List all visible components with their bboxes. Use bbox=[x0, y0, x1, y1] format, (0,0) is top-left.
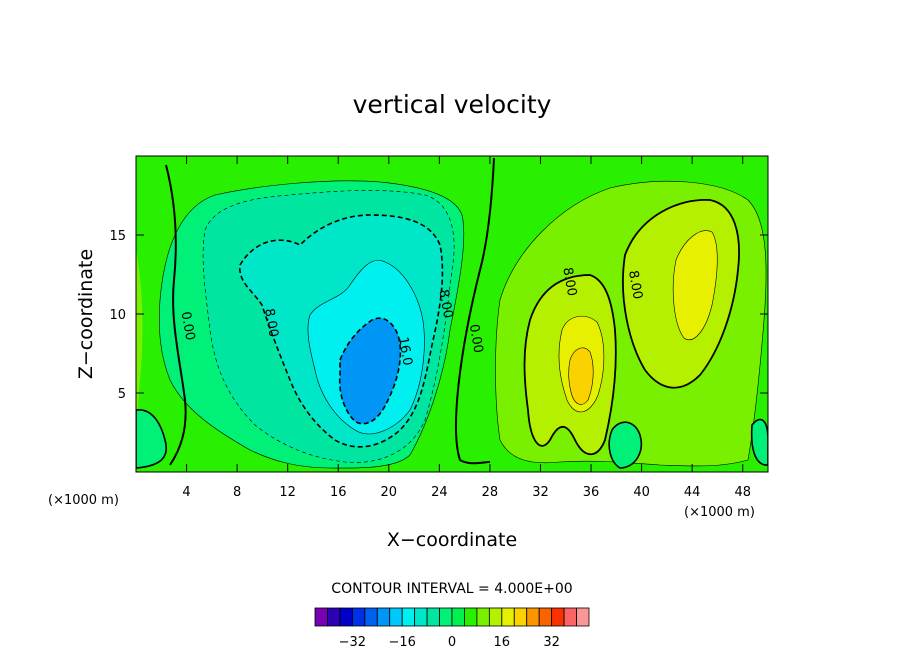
zero-contour-left bbox=[165, 164, 187, 466]
colorbar-tick-label: 0 bbox=[448, 635, 456, 650]
chart-title: vertical velocity bbox=[353, 90, 552, 119]
y-tick-label: 5 bbox=[118, 387, 126, 402]
x-tick-label: 4 bbox=[182, 485, 190, 500]
colorbar-swatch bbox=[351, 607, 366, 627]
colorbar-swatch bbox=[526, 607, 540, 627]
contour-label: 8.00 bbox=[435, 288, 455, 319]
colorbar-swatch bbox=[339, 607, 353, 627]
x-tick-label: 20 bbox=[381, 485, 398, 500]
contour-label: 16.0 bbox=[395, 336, 415, 367]
x-axis-label: X−coordinate bbox=[387, 529, 517, 551]
region-bottom-right-blob bbox=[608, 421, 642, 469]
colorbar bbox=[314, 607, 590, 627]
colorbar-swatch bbox=[563, 607, 577, 627]
y-axis-label: Z−coordinate bbox=[75, 249, 97, 379]
colorbar-swatch bbox=[551, 607, 565, 627]
colorbar-swatch bbox=[314, 607, 328, 627]
colorbar-tick-label: −32 bbox=[339, 635, 366, 650]
x-axis-unit-right: (×1000 m) bbox=[684, 505, 755, 520]
x-tick-label: 12 bbox=[279, 485, 296, 500]
x-tick-label: 8 bbox=[233, 485, 241, 500]
region-updraft-yellow-2 bbox=[672, 230, 718, 340]
colorbar-tick-label: −16 bbox=[388, 635, 415, 650]
region-bottom-left-blob bbox=[136, 409, 167, 469]
colorbar-swatch bbox=[401, 607, 416, 627]
x-tick-label: 28 bbox=[482, 485, 499, 500]
contour-interval-text: CONTOUR INTERVAL = 4.000E+00 bbox=[331, 581, 572, 597]
region-updraft-orange bbox=[568, 347, 594, 405]
y-tick-label: 15 bbox=[109, 229, 126, 244]
colorbar-swatch bbox=[426, 607, 440, 627]
contour-label: 0.00 bbox=[466, 323, 486, 354]
colorbar-ticks: −32 −16 0 16 32 bbox=[339, 635, 560, 650]
y-tick-label: 10 bbox=[109, 308, 126, 323]
colorbar-swatch bbox=[513, 607, 528, 627]
colorbar-swatch bbox=[389, 607, 403, 627]
x-tick-label: 32 bbox=[532, 485, 549, 500]
colorbar-swatch bbox=[376, 607, 391, 627]
region-bottom-right-blob-2 bbox=[750, 418, 768, 466]
x-tick-label: 24 bbox=[431, 485, 448, 500]
colorbar-swatch bbox=[414, 607, 428, 627]
colorbar-swatch bbox=[439, 607, 453, 627]
colorbar-tick-label: 16 bbox=[494, 635, 511, 650]
x-axis-unit-left: (×1000 m) bbox=[48, 493, 119, 508]
colorbar-swatch bbox=[364, 607, 378, 627]
colorbar-swatch bbox=[576, 607, 590, 627]
contour-labels: 0.00 8.00 16.0 8.00 0.00 8.00 8.00 bbox=[178, 266, 645, 367]
x-tick-label: 44 bbox=[684, 485, 701, 500]
region-left-edge bbox=[136, 250, 143, 460]
zero-contour-center bbox=[454, 157, 495, 465]
x-tick-label: 40 bbox=[633, 485, 650, 500]
contour-label: 8.00 bbox=[625, 269, 645, 300]
contour-label: 8.00 bbox=[559, 266, 579, 297]
x-tick-label: 16 bbox=[330, 485, 347, 500]
colorbar-swatch bbox=[538, 607, 553, 627]
x-tick-label: 36 bbox=[583, 485, 600, 500]
colorbar-swatch bbox=[476, 607, 490, 627]
region-downdraft-blue bbox=[338, 317, 402, 425]
contour-label: 8.00 bbox=[261, 307, 281, 338]
x-tick-label: 48 bbox=[734, 485, 751, 500]
colorbar-swatch bbox=[327, 607, 341, 627]
contour-label: 0.00 bbox=[178, 310, 198, 341]
colorbar-tick-label: 32 bbox=[543, 635, 560, 650]
y-axis: 5 10 15 bbox=[109, 229, 768, 402]
plot-area bbox=[136, 156, 768, 472]
colorbar-swatch bbox=[451, 607, 465, 627]
colorbar-swatch bbox=[501, 607, 515, 627]
x-axis: 4 8 12 16 20 24 28 32 36 40 44 48 bbox=[182, 156, 751, 500]
colorbar-swatch bbox=[488, 607, 503, 627]
colorbar-swatch bbox=[464, 607, 478, 627]
